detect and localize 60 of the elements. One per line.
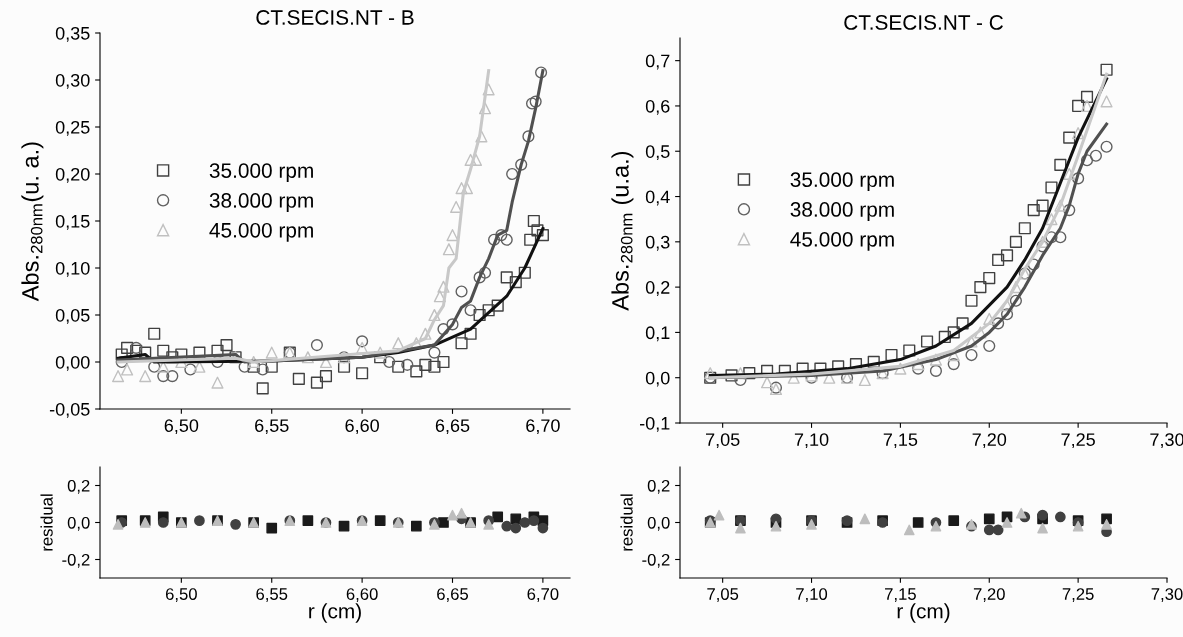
chart-title: CT.SECIS.NT - B [256, 10, 414, 25]
y-tick-label: -0,1 [639, 416, 670, 432]
x-tick-label: 6,50 [164, 419, 199, 435]
y-axis-title: Abs.$_{280nm}$ (u.a.) [611, 151, 634, 311]
x-axis-title: r (cm) [897, 603, 950, 623]
y-tick-label: 0,10 [55, 261, 90, 277]
y-tick-label: -0,05 [49, 402, 90, 418]
x-tick-label: 7,30 [1151, 588, 1183, 602]
y-tick-label: 0,0 [647, 516, 670, 531]
x-tick-label: 7,20 [973, 588, 1005, 602]
y-tick-label: 0,0 [67, 516, 90, 531]
y-tick-label: 0,0 [645, 371, 670, 387]
x-tick-label: 6,65 [437, 588, 469, 602]
x-tick-label: 7,30 [1150, 433, 1183, 449]
x-tick-label: 6,70 [527, 588, 559, 602]
x-tick-label: 6,60 [346, 588, 378, 602]
x-tick-label: 7,15 [883, 433, 918, 449]
x-tick-label: 7,20 [972, 433, 1007, 449]
x-tick-label: 6,50 [165, 588, 197, 602]
legend-label: 45.000 rpm [209, 222, 313, 242]
legend-label: 38.000 rpm [209, 193, 313, 212]
y-tick-label: 0,20 [55, 167, 90, 183]
y-axis-title: residual [40, 494, 53, 551]
x-tick-label: 7,05 [707, 588, 739, 602]
legend-label: 35.000 rpm [790, 172, 894, 192]
chart-title: CT.SECIS.NT - C [844, 15, 1003, 30]
x-tick-label: 7,10 [794, 433, 829, 449]
y-tick-label: 0,7 [645, 54, 670, 70]
y-tick-label: 0,2 [67, 479, 90, 494]
y-axis-title: residual [620, 494, 633, 551]
y-tick-label: 0,30 [55, 73, 90, 89]
x-axis-title: r (cm) [309, 603, 361, 623]
y-tick-label: 0,2 [645, 281, 670, 296]
x-tick-label: 7,25 [1062, 588, 1094, 602]
y-tick-label: 0,05 [55, 308, 90, 324]
y-tick-label: 0,4 [645, 190, 670, 206]
y-tick-label: 0,3 [645, 235, 670, 251]
x-tick-label: 7,10 [796, 588, 828, 602]
y-tick-label: 0,25 [55, 120, 90, 136]
legend-label: 35.000 rpm [209, 163, 313, 183]
x-tick-label: 7,15 [885, 588, 916, 602]
y-tick-label: 0,00 [55, 355, 90, 371]
x-tick-label: 7,05 [706, 433, 740, 449]
x-tick-label: 6,55 [255, 419, 289, 435]
x-tick-label: 6,55 [256, 588, 288, 602]
legend-label: 45.000 rpm [790, 231, 894, 251]
y-tick-label: 0,15 [55, 214, 90, 230]
x-tick-label: 6,65 [435, 419, 470, 435]
y-tick-label: 0,35 [55, 26, 90, 42]
x-tick-label: 6,70 [526, 419, 560, 435]
y-tick-label: -0,2 [62, 553, 90, 568]
x-tick-label: 7,25 [1061, 433, 1095, 449]
x-tick-label: 6,60 [345, 419, 379, 435]
y-tick-label: -0,2 [642, 553, 670, 568]
y-tick-label: 0,1 [645, 326, 670, 342]
y-tick-label: 0,5 [645, 145, 670, 161]
legend-label: 38.000 rpm [790, 202, 894, 221]
y-tick-label: 0,2 [647, 479, 670, 494]
y-axis-title: Abs.$_{280nm}$(u. a.) [21, 142, 44, 302]
y-tick-label: 0,6 [645, 99, 670, 115]
